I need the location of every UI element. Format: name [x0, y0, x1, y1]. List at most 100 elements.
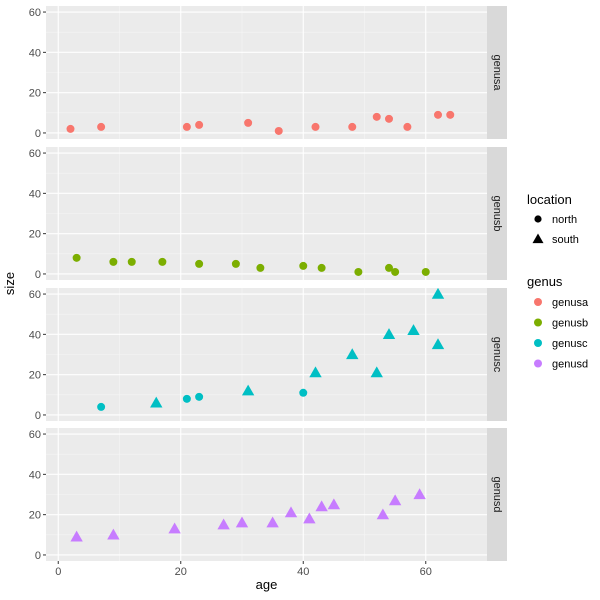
data-point: [407, 324, 420, 335]
facet-strip: [487, 288, 507, 421]
y-tick-label: 20: [29, 88, 41, 100]
data-point: [431, 287, 445, 299]
data-point: [284, 506, 298, 518]
y-tick-label: 40: [29, 469, 41, 481]
y-axis-title: size: [2, 272, 17, 295]
data-point: [195, 120, 204, 129]
data-point: [231, 259, 240, 268]
legend-key-genusb: [534, 318, 542, 327]
data-point: [431, 338, 445, 350]
y-tick-label: 40: [29, 329, 41, 341]
y-tick-label: 60: [29, 289, 41, 301]
data-point: [385, 263, 393, 272]
data-point: [403, 122, 412, 131]
x-tick-label: 60: [420, 566, 432, 578]
data-point: [107, 528, 120, 540]
data-point: [309, 366, 322, 378]
data-point: [235, 516, 249, 528]
facet-panels: 0204060genusa0204060genusb0204060genusc0…: [29, 6, 507, 562]
facet-panel-genusc: 0 20 40 60 genusc: [29, 287, 507, 422]
data-point: [241, 384, 255, 396]
data-point: [385, 114, 393, 123]
data-point: [72, 253, 81, 262]
data-point: [244, 118, 253, 127]
data-point: [354, 267, 363, 276]
data-point: [317, 263, 326, 272]
data-point: [217, 518, 230, 530]
data-point: [370, 366, 383, 378]
legend: location north south genus genusa genusb genus…: [527, 192, 589, 371]
data-point: [109, 257, 118, 266]
legend-label-genusb: genusb: [552, 318, 588, 330]
legend-key-genusa: [534, 298, 542, 306]
data-point: [97, 122, 106, 131]
data-point: [168, 522, 181, 534]
x-tick-label: 20: [175, 566, 187, 578]
legend-title-genus: genus: [527, 274, 563, 289]
data-point: [299, 261, 308, 270]
data-point: [195, 259, 204, 268]
data-point: [346, 348, 359, 360]
data-point: [195, 392, 204, 401]
legend-key-genusc: [534, 339, 542, 347]
x-axis-title: age: [256, 577, 278, 592]
data-point: [446, 110, 455, 119]
legend-title-location: location: [527, 192, 572, 207]
legend-label-genusa: genusa: [552, 297, 589, 309]
x-tick-label: 0: [55, 566, 61, 578]
data-point: [182, 394, 191, 403]
y-tick-label: 0: [35, 269, 41, 281]
data-point: [315, 500, 328, 512]
y-tick-label: 20: [29, 370, 41, 382]
facet-strip-label: genusb: [491, 195, 503, 231]
data-point: [421, 267, 430, 276]
data-point: [274, 126, 283, 135]
data-point: [127, 257, 136, 266]
data-point: [256, 263, 265, 272]
legend-label-south: south: [552, 234, 579, 246]
data-point: [97, 402, 106, 411]
data-point: [182, 122, 191, 131]
x-tick-label: 40: [297, 566, 309, 578]
y-tick-label: 0: [35, 128, 41, 140]
facet-strip: [487, 428, 507, 561]
data-point: [311, 122, 320, 131]
data-point: [327, 498, 341, 510]
data-point: [434, 110, 442, 119]
data-point: [382, 328, 396, 339]
y-tick-label: 40: [29, 188, 41, 200]
data-point: [303, 512, 316, 524]
data-point: [70, 530, 83, 542]
data-point: [150, 396, 163, 408]
facet-panel-genusd: 0 20 40 60 genusd: [29, 428, 507, 562]
y-tick-label: 60: [29, 429, 41, 441]
data-point: [158, 257, 167, 266]
legend-label-genusc: genusc: [552, 338, 588, 350]
data-point: [66, 124, 75, 133]
data-point: [391, 267, 400, 276]
data-point: [299, 388, 308, 397]
legend-key-genusd: [534, 359, 542, 368]
facet-panel-genusa: 0 20 40 60 genusa: [29, 6, 507, 140]
y-tick-label: 0: [35, 550, 41, 562]
legend-label-genusd: genusd: [552, 359, 588, 371]
data-point: [376, 508, 390, 520]
data-point: [348, 122, 357, 131]
facet-strip-label: genusa: [491, 54, 503, 91]
facet-strip: [487, 6, 507, 139]
legend-key-north: [534, 215, 542, 223]
data-point: [266, 516, 279, 528]
x-axis: 0 20 40 60: [55, 561, 432, 578]
data-point: [413, 488, 426, 500]
legend-label-north: north: [552, 214, 577, 226]
data-point: [388, 494, 402, 506]
legend-key-south: [532, 233, 544, 244]
y-tick-label: 60: [29, 148, 41, 160]
facet-panel-genusb: 0 20 40 60 genusb: [29, 147, 507, 281]
y-tick-label: 60: [29, 7, 41, 19]
facet-strip: [487, 147, 507, 280]
y-tick-label: 20: [29, 229, 41, 241]
y-tick-label: 20: [29, 510, 41, 522]
facet-strip-label: genusd: [491, 476, 503, 512]
